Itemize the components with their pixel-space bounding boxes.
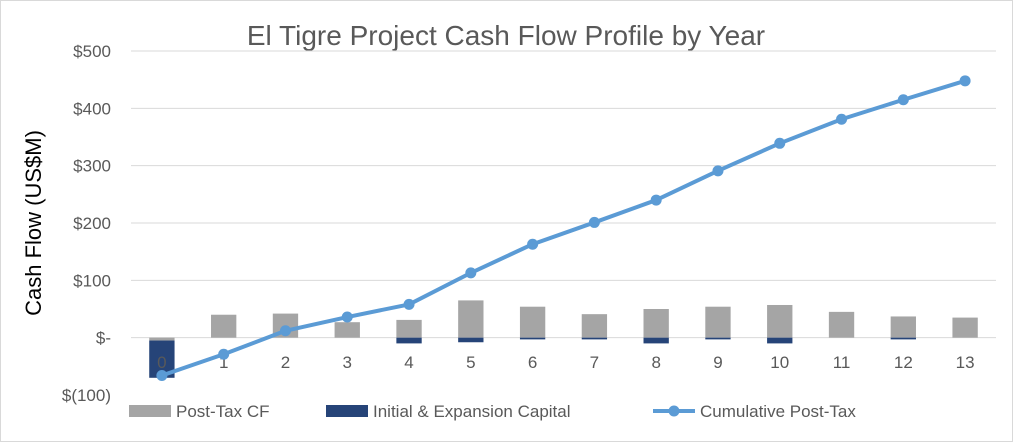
point-cumulative-post-tax — [341, 311, 353, 323]
bar-post-tax-cf — [519, 306, 546, 338]
bar-capital — [581, 337, 608, 340]
legend-item-initial-expansion-capital: Initial & Expansion Capital — [326, 402, 571, 421]
point-cumulative-post-tax — [403, 298, 415, 310]
x-tick-label: 7 — [590, 353, 599, 372]
point-cumulative-post-tax — [712, 165, 724, 177]
x-tick-label: 4 — [404, 353, 413, 372]
bar-post-tax-cf — [705, 306, 731, 338]
x-tick-label: 6 — [528, 353, 537, 372]
x-tick-label: 0 — [157, 353, 166, 372]
legend-label-post-tax-cf: Post-Tax CF — [176, 402, 270, 421]
point-cumulative-post-tax — [836, 113, 848, 125]
legend: Post-Tax CF Initial & Expansion Capital … — [129, 402, 856, 421]
bar-capital — [396, 337, 422, 344]
x-tick-label: 5 — [466, 353, 475, 372]
bar-post-tax-cf — [149, 337, 175, 341]
point-cumulative-post-tax — [959, 75, 971, 87]
bar-post-tax-cf — [828, 311, 855, 338]
bar-capital — [643, 337, 669, 344]
legend-label-initial-expansion-capital: Initial & Expansion Capital — [373, 402, 571, 421]
y-tick-label: $(100) — [62, 386, 111, 405]
bar-capital — [767, 337, 793, 344]
bar-post-tax-cf — [581, 314, 608, 338]
x-tick-label: 3 — [343, 353, 352, 372]
point-cumulative-post-tax — [650, 194, 662, 206]
legend-item-cumulative-post-tax: Cumulative Post-Tax — [653, 402, 856, 421]
x-tick-label: 8 — [651, 353, 660, 372]
y-tick-label: $100 — [73, 271, 111, 290]
bar-post-tax-cf — [767, 304, 793, 338]
y-tick-label: $- — [96, 329, 111, 348]
cumulative-line — [156, 75, 971, 382]
x-tick-label: 11 — [833, 353, 851, 372]
bar-post-tax-cf — [458, 300, 484, 338]
y-tick-label: $300 — [73, 157, 111, 176]
x-tick-label: 10 — [770, 353, 789, 372]
bar-capital — [705, 337, 731, 340]
legend-marker-cumulative-post-tax — [668, 405, 680, 417]
point-cumulative-post-tax — [465, 267, 477, 279]
bar-post-tax-cf — [211, 314, 237, 338]
legend-item-post-tax-cf: Post-Tax CF — [129, 402, 270, 421]
point-cumulative-post-tax — [588, 216, 600, 228]
point-cumulative-post-tax — [774, 137, 786, 149]
gridlines — [131, 50, 996, 339]
point-cumulative-post-tax — [156, 370, 168, 382]
point-cumulative-post-tax — [527, 238, 539, 250]
point-cumulative-post-tax — [218, 348, 230, 360]
x-axis-ticks: 0 1 2 3 4 5 6 7 8 9 10 11 12 13 — [157, 353, 974, 372]
point-cumulative-post-tax — [279, 325, 291, 337]
bar-capital — [519, 337, 546, 340]
bar-post-tax-cf — [643, 309, 669, 338]
x-tick-label: 13 — [956, 353, 975, 372]
x-tick-label: 12 — [894, 353, 913, 372]
y-axis-ticks: $500 $400 $300 $200 $100 $- $(100) — [62, 42, 111, 405]
x-tick-label: 9 — [713, 353, 722, 372]
y-axis-label: Cash Flow (US$M) — [21, 130, 46, 316]
x-tick-label: 1 — [219, 353, 228, 372]
x-tick-label: 2 — [281, 353, 290, 372]
legend-swatch-initial-expansion-capital — [326, 405, 368, 417]
point-cumulative-post-tax — [897, 94, 909, 106]
bars — [149, 300, 978, 378]
bar-post-tax-cf — [396, 319, 422, 338]
bar-post-tax-cf — [334, 322, 360, 338]
legend-label-cumulative-post-tax: Cumulative Post-Tax — [700, 402, 856, 421]
y-tick-label: $200 — [73, 214, 111, 233]
y-tick-label: $400 — [73, 99, 111, 118]
y-tick-label: $500 — [73, 42, 111, 61]
chart-title: El Tigre Project Cash Flow Profile by Ye… — [247, 20, 765, 51]
bar-capital — [458, 337, 484, 343]
bar-capital — [890, 337, 916, 340]
bar-post-tax-cf — [890, 316, 916, 338]
bar-post-tax-cf — [952, 317, 978, 338]
line-cumulative-post-tax — [161, 78, 966, 378]
legend-swatch-post-tax-cf — [129, 405, 171, 417]
